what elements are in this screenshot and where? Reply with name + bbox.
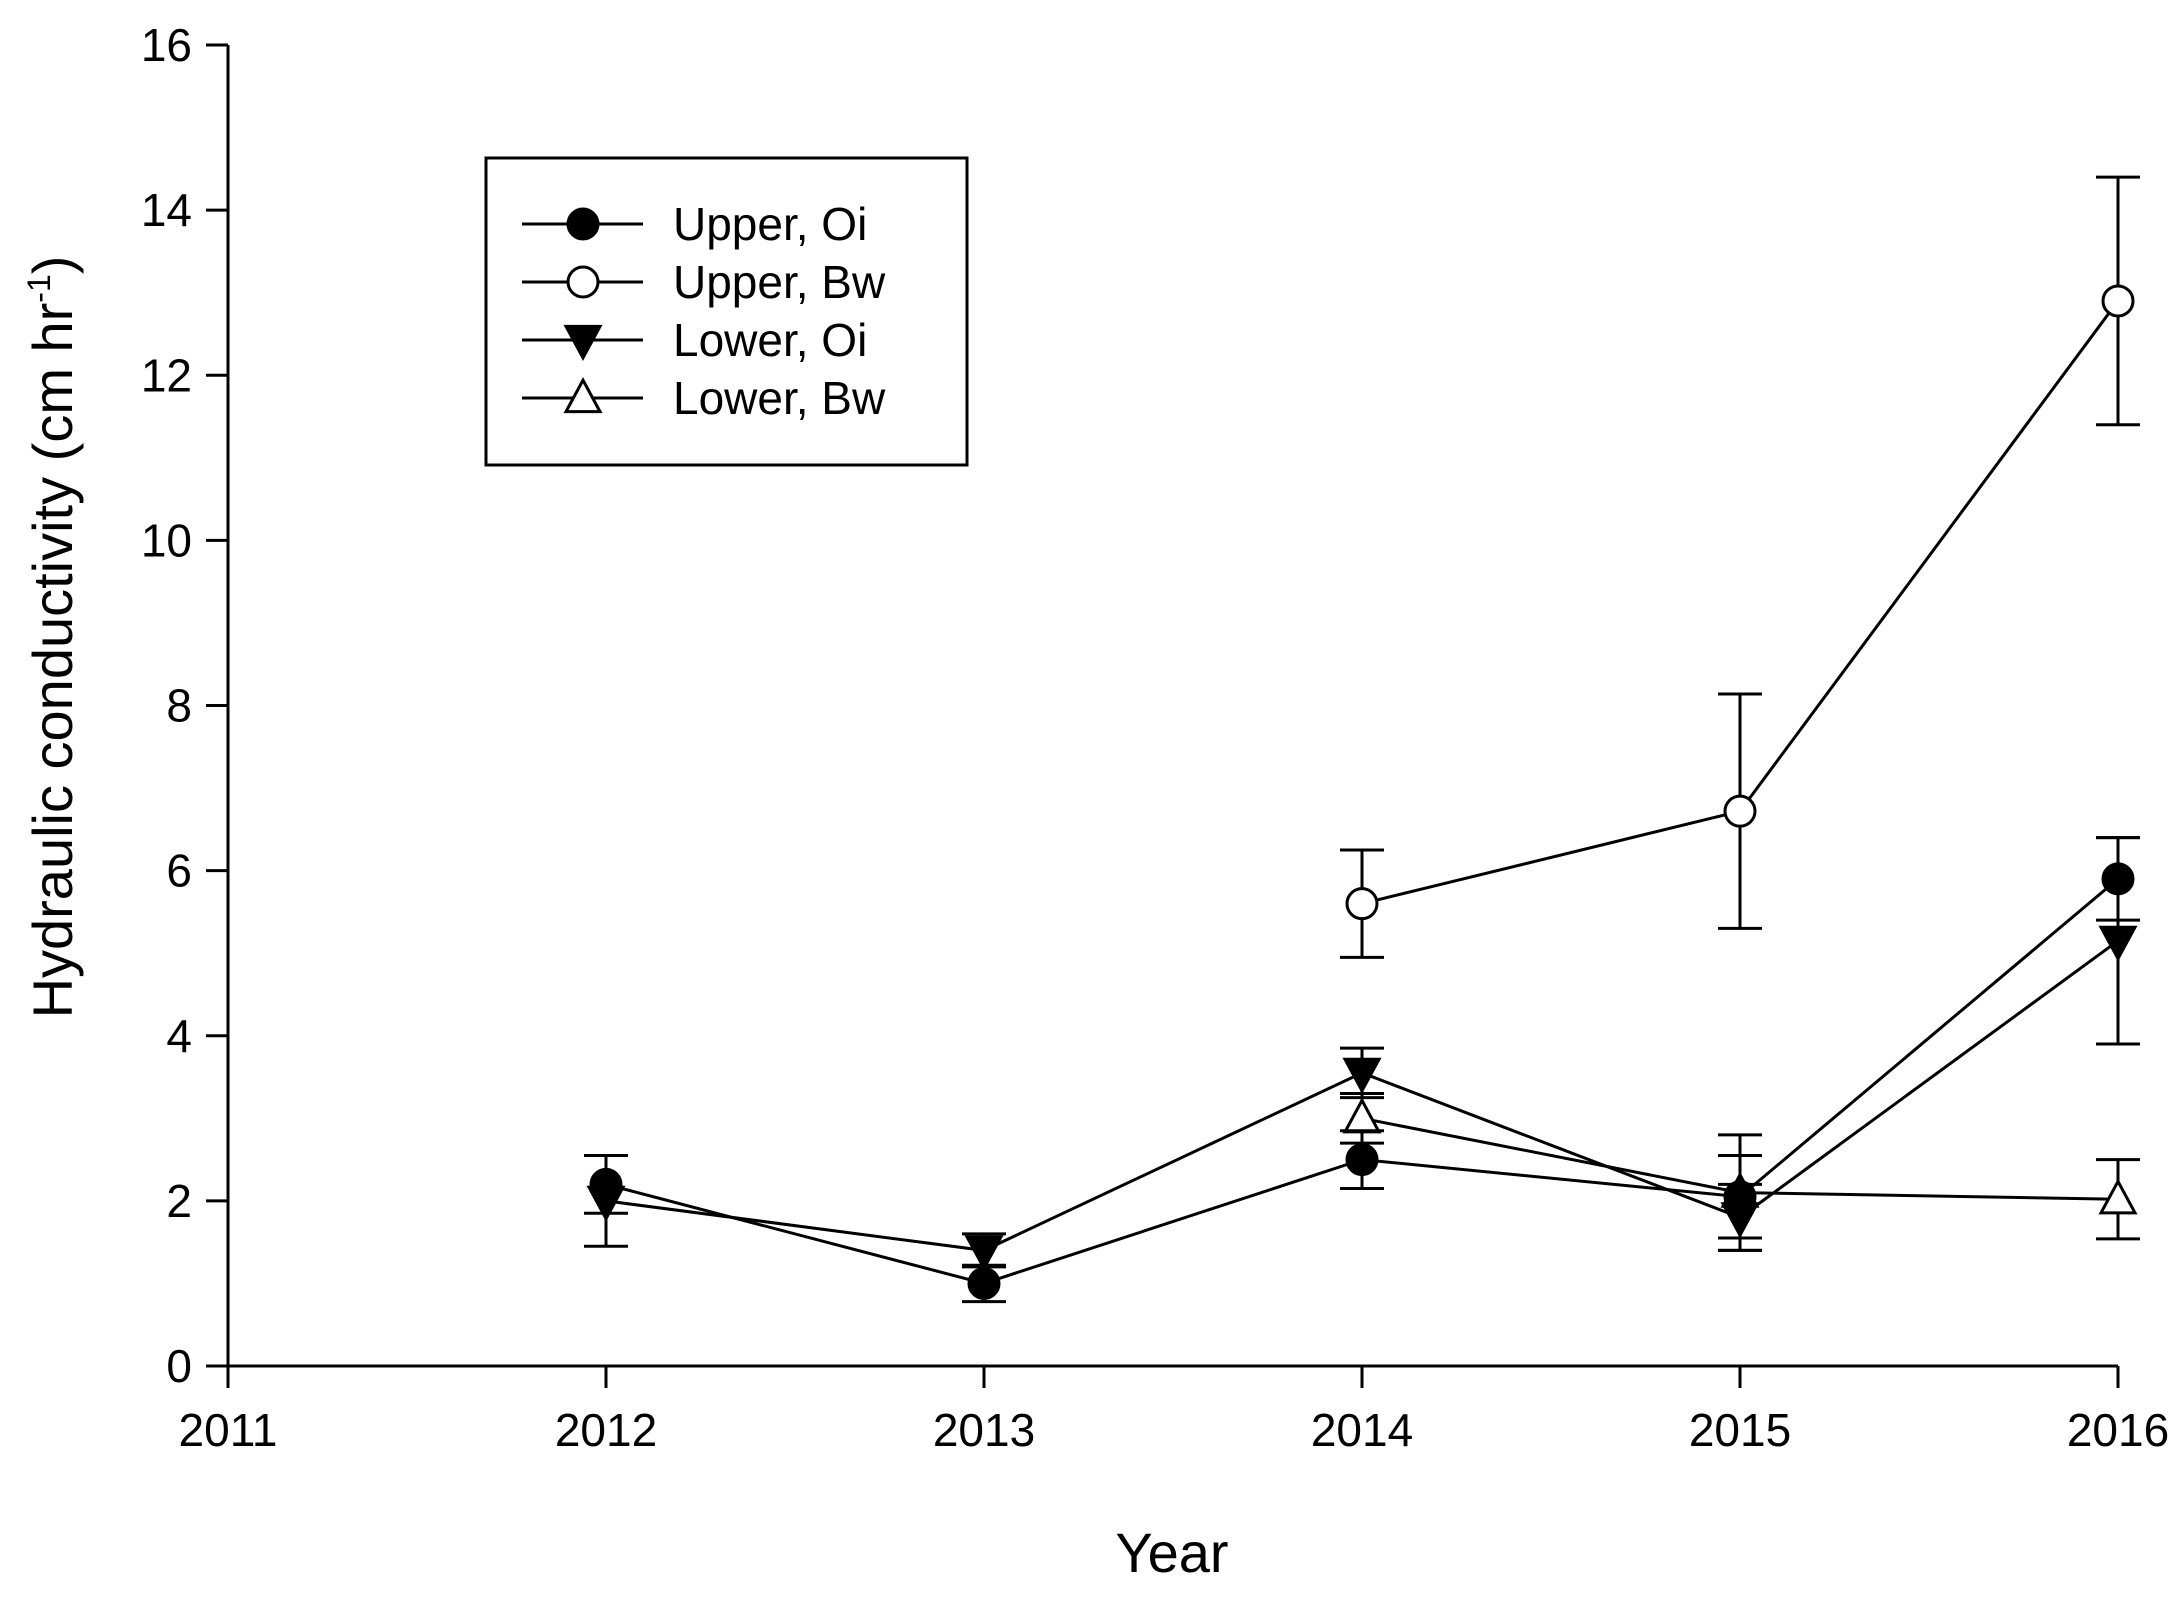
legend-marker-3 [563, 376, 603, 414]
legend-entry-0: Upper, Oi [522, 198, 867, 250]
data-point-1-2 [2101, 284, 2135, 318]
y-axis-title-close: ) [21, 256, 84, 275]
series-1 [1340, 175, 2140, 959]
legend-label-0: Upper, Oi [673, 198, 867, 250]
y-axis-title-superscript: -1 [21, 274, 57, 302]
legend-label-3: Lower, Bw [673, 372, 886, 424]
data-point-0-2 [1345, 1143, 1379, 1177]
y-tick-label-12: 12 [141, 349, 192, 401]
data-point-0-3 [1723, 1180, 1757, 1214]
y-tick-label-4: 4 [166, 1010, 192, 1062]
data-point-2-1 [964, 1235, 1004, 1272]
y-tick-label-6: 6 [166, 845, 192, 897]
y-tick-label-8: 8 [166, 680, 192, 732]
x-tick-label-2012: 2012 [555, 1404, 657, 1456]
legend-entry-2: Lower, Oi [522, 314, 867, 366]
data-point-3-2 [2098, 1178, 2138, 1215]
data-point-0-4 [2101, 862, 2135, 896]
data-point-0-1 [967, 1266, 1001, 1300]
legend-label-2: Lower, Oi [673, 314, 867, 366]
legend-label-1: Upper, Bw [673, 256, 886, 308]
x-tick-label-2016: 2016 [2067, 1404, 2169, 1456]
data-point-3-0 [1342, 1097, 1382, 1134]
legend: Upper, Oi Upper, Bw Lower, Oi Lower, Bw [484, 156, 969, 467]
data-point-2-2 [1342, 1057, 1382, 1094]
x-tick-label-2014: 2014 [1311, 1404, 1413, 1456]
legend-entry-1: Upper, Bw [522, 256, 886, 308]
legend-entry-3: Lower, Bw [522, 372, 886, 424]
data-point-0-0 [589, 1167, 623, 1201]
legend-box [484, 156, 969, 467]
x-tick-label-2015: 2015 [1689, 1404, 1791, 1456]
y-tick-label-2: 2 [166, 1175, 192, 1227]
y-tick-label-16: 16 [141, 19, 192, 71]
series-0 [584, 836, 2140, 1304]
y-tick-label-0: 0 [166, 1340, 192, 1392]
data-point-2-4 [2098, 925, 2138, 962]
legend-marker-0 [566, 207, 600, 241]
plot-area: 0 2 4 6 8 10 12 14 16 2011 2012 2013 2014 2015 2016 [141, 19, 2169, 1456]
x-tick-label-2013: 2013 [933, 1404, 1035, 1456]
series-layer [584, 175, 2140, 1304]
data-point-1-0 [1345, 887, 1379, 921]
y-tick-label-10: 10 [141, 514, 192, 566]
legend-marker-1 [566, 265, 600, 299]
y-tick-label-14: 14 [141, 184, 192, 236]
data-point-1-1 [1723, 794, 1757, 828]
x-tick-label-2011: 2011 [179, 1404, 278, 1456]
legend-marker-2 [563, 324, 603, 362]
y-axis-title: Hydraulic conductivity (cm hr-1) [21, 256, 84, 1019]
y-axis-title-main: Hydraulic conductivity (cm hr [21, 303, 84, 1019]
x-axis-title: Year [1115, 1521, 1228, 1584]
